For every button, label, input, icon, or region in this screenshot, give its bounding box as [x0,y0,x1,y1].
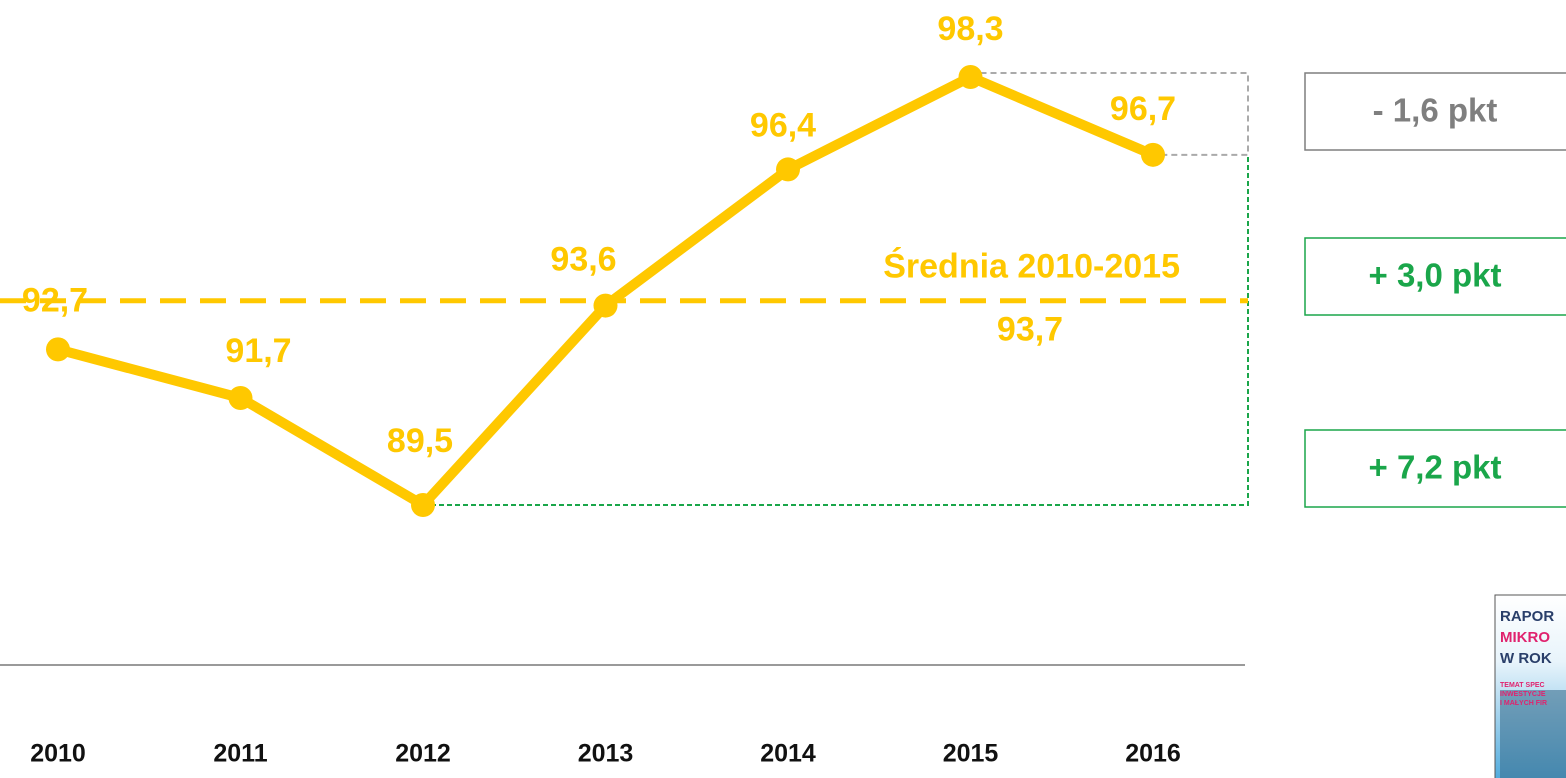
data-label: 92,7 [22,281,88,319]
average-label: Średnia 2010-2015 [883,248,1180,286]
data-point [228,386,253,410]
cover-text: W ROK [1500,650,1552,667]
x-tick-label: 2010 [30,740,86,768]
report-cover [1494,594,1566,778]
data-label: 89,5 [387,422,453,460]
x-tick-label: 2011 [213,740,267,768]
data-point [593,293,618,318]
cover-text: MIKRO [1500,629,1550,646]
annotation-text: - 1,6 pkt [1373,92,1498,129]
data-point [1141,142,1165,167]
cover-text: INWESTYCJE [1500,691,1546,698]
average-value: 93,7 [997,311,1063,349]
data-point [776,157,800,182]
cover-text: TEMAT SPEC [1500,682,1545,689]
annotation-text: + 3,0 pkt [1369,257,1502,294]
annotation-box [1304,237,1566,316]
annotation-text: + 7,2 pkt [1369,449,1502,486]
data-label: 96,7 [1110,90,1176,128]
data-point [411,493,435,517]
data-label: 98,3 [937,10,1003,48]
x-tick-label: 2016 [1125,740,1181,768]
data-label: 96,4 [750,106,816,144]
cover-building [1500,690,1566,778]
data-label: 93,6 [550,241,616,279]
connector [423,154,1249,506]
x-tick-label: 2015 [943,740,999,768]
cover-text: I MAŁYCH FIR [1500,700,1547,707]
data-line [56,72,1155,510]
annotation-box [1304,72,1566,151]
x-tick-label: 2013 [578,740,634,768]
x-tick-label: 2014 [760,740,816,768]
annotation-box [1304,429,1566,508]
data-point [958,65,983,89]
data-point [46,337,70,362]
data-label: 91,7 [225,332,291,370]
cover-text: RAPOR [1500,608,1554,625]
x-tick-label: 2012 [395,740,451,768]
